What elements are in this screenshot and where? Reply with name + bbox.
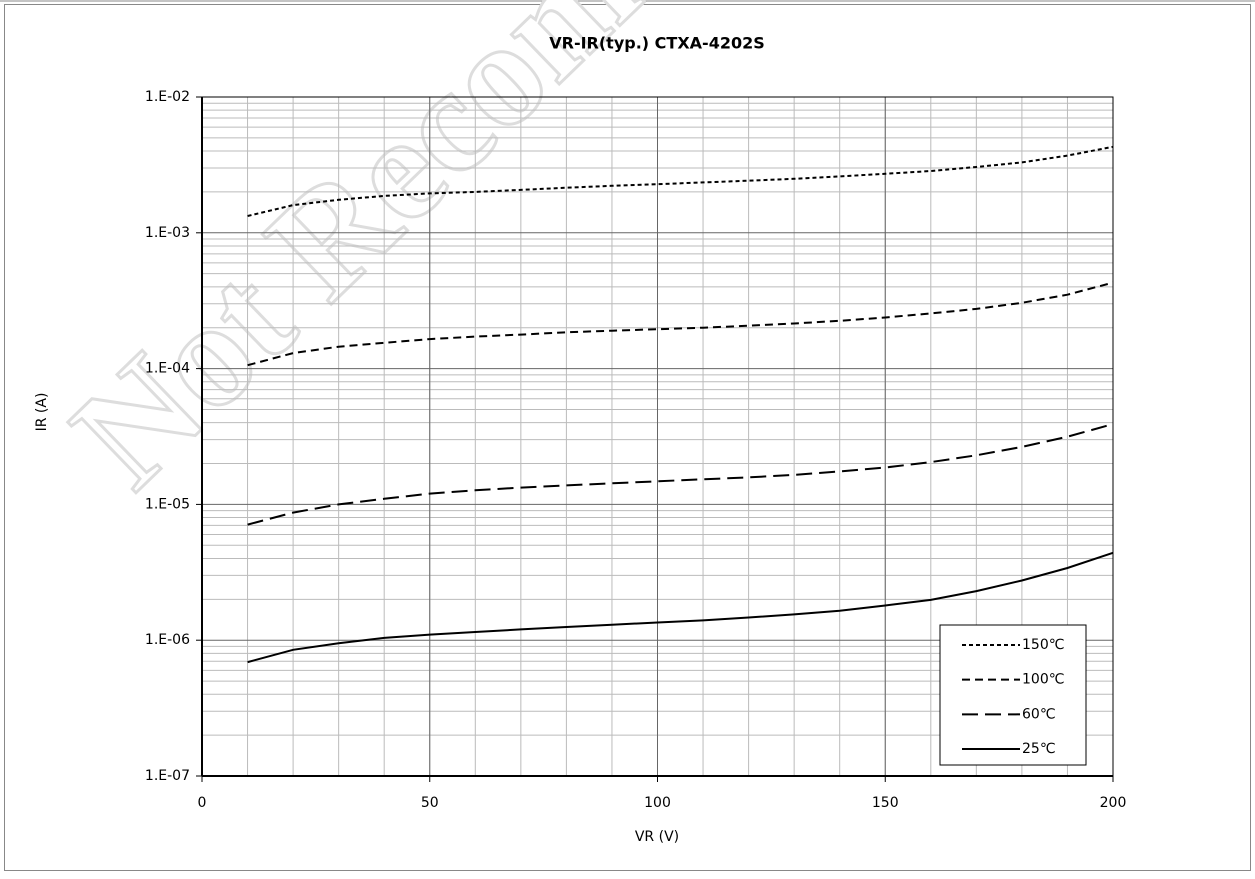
y-axis-title: IR (A) — [34, 393, 50, 432]
x-tick-label: 150 — [872, 795, 899, 811]
chart-frame — [4, 4, 1251, 871]
y-tick-label: 1.E-05 — [145, 496, 190, 512]
y-tick-label: 1.E-06 — [145, 632, 190, 648]
series-line — [247, 281, 1114, 367]
x-tick-label: 100 — [644, 795, 671, 811]
x-tick-label: 200 — [1100, 795, 1127, 811]
legend-label: 60℃ — [1022, 706, 1056, 722]
x-axis-title: VR (V) — [635, 829, 679, 845]
y-tick-label: 1.E-03 — [145, 225, 190, 241]
x-tick-label: 0 — [198, 795, 207, 811]
series-line — [247, 551, 1114, 664]
legend-label: 100℃ — [1022, 672, 1064, 688]
y-tick-label: 1.E-04 — [145, 361, 190, 377]
chart-title: VR-IR(typ.) CTXA-4202S — [549, 34, 765, 53]
legend-label: 150℃ — [1022, 637, 1064, 653]
legend-box — [939, 624, 1087, 766]
y-tick-label: 1.E-07 — [145, 768, 190, 784]
y-tick-label: 1.E-02 — [145, 89, 190, 105]
x-tick-label: 50 — [421, 795, 439, 811]
watermark: Not Recommended — [42, 0, 1035, 518]
series-line — [247, 423, 1114, 526]
legend-label: 25℃ — [1022, 741, 1056, 757]
series-line — [247, 145, 1114, 217]
